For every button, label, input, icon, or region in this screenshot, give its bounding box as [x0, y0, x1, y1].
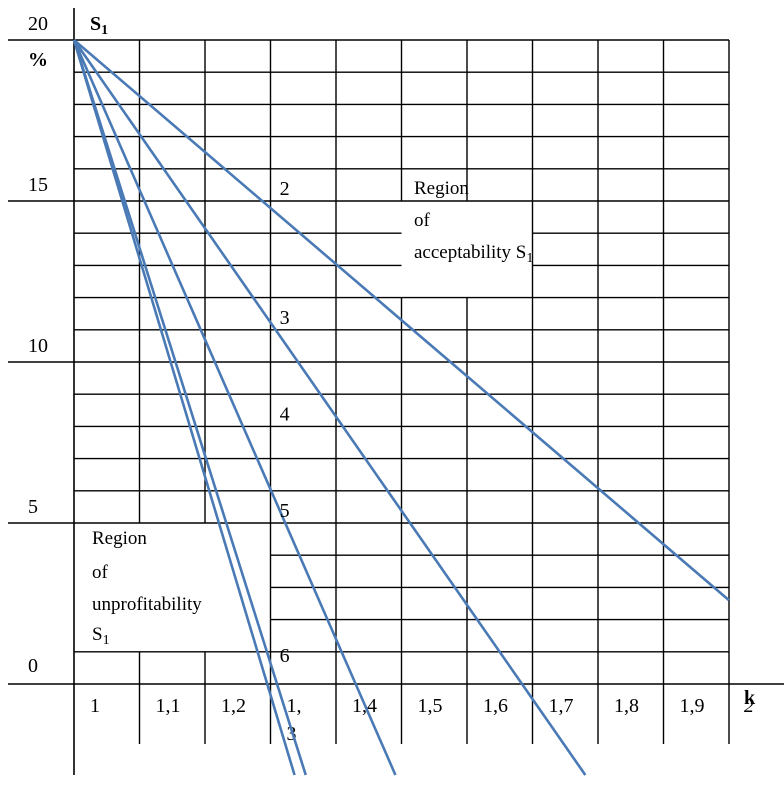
series-lines	[72, 39, 730, 776]
line-label-4: 4	[280, 403, 290, 425]
x-tick-label-7: 1,7	[549, 695, 574, 717]
region-unprofitability-line3: unprofitability	[92, 594, 202, 615]
y-tick-label-20: 20	[28, 13, 48, 35]
x-tick-label-5: 1,5	[418, 695, 443, 717]
series-line-6	[72, 39, 269, 685]
y-tick-label-5: 5	[28, 496, 38, 518]
line-label-6: 6	[280, 645, 290, 667]
region-acceptability-line1: Region	[414, 178, 469, 199]
series-line-5	[72, 39, 279, 685]
series-line-extension-4	[354, 683, 397, 776]
y-tick-label-0: 0	[28, 655, 38, 677]
region-acceptability-line3: acceptability S1	[414, 242, 533, 266]
series-line-extension-5	[275, 683, 307, 776]
x-tick-label-0: 1	[90, 695, 100, 717]
x-tick-label-8: 1,8	[614, 695, 639, 717]
series-line-extension-6	[265, 683, 296, 776]
y-tick-label-10: 10	[28, 335, 48, 357]
y-axis-label: S1	[90, 13, 108, 38]
region-acceptability-line2: of	[414, 210, 431, 231]
x-axis-label: k	[744, 687, 756, 709]
region-unprofitability-line1: Region	[92, 528, 147, 549]
series-line-3	[72, 39, 524, 685]
y-axis-unit: %	[28, 49, 48, 71]
x-tick-label-3: 1,	[287, 695, 302, 717]
region-unprofitability-line2: of	[92, 562, 109, 583]
x-tick-label-9: 1,9	[680, 695, 705, 717]
y-tick-label-15: 15	[28, 174, 48, 196]
line-label-3: 3	[280, 307, 290, 329]
x-tick-label-2: 1,2	[221, 695, 246, 717]
labels: 2 3 4 5 6 Region of acceptability S1 Region of unp…	[92, 178, 533, 667]
x-tick-label-6: 1,6	[483, 695, 508, 717]
series-line-extension-3	[520, 683, 587, 776]
series-line-2	[73, 39, 730, 602]
x-tick-label-1: 1,1	[156, 695, 181, 717]
x-tick-label-10: 2	[744, 695, 754, 717]
line-label-2: 2	[280, 178, 290, 200]
line-label-5: 5	[280, 500, 290, 522]
series-line-4	[72, 39, 357, 685]
region-unprofitability-line4: S1	[92, 624, 110, 648]
grid	[8, 39, 730, 744]
